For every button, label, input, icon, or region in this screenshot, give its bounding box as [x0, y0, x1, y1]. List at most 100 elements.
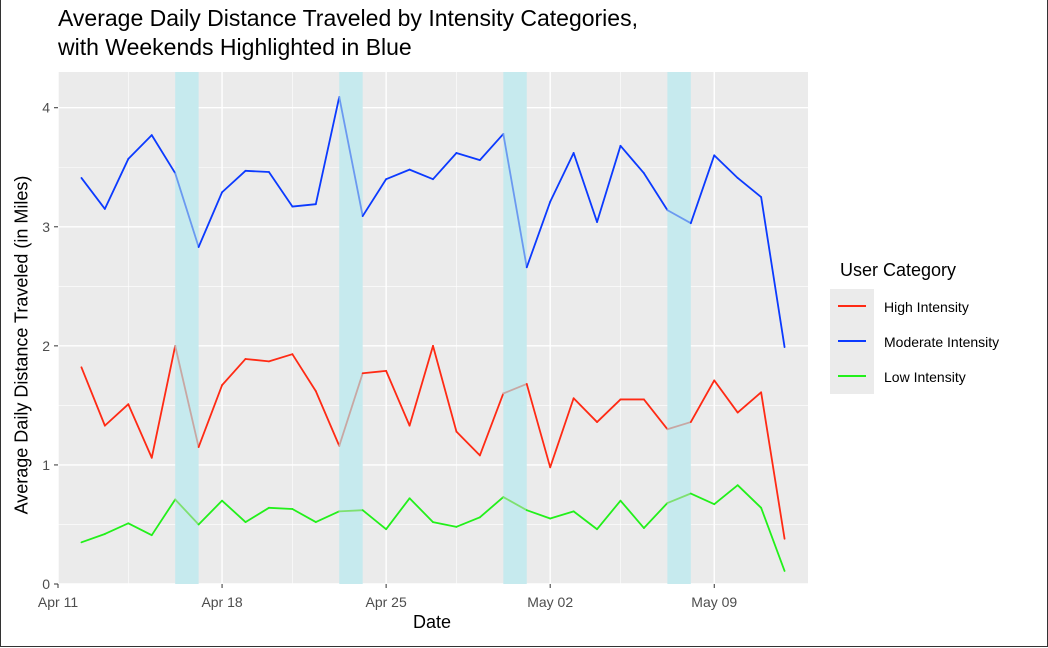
x-tick-label: Apr 25 [366, 594, 407, 610]
line-segment-low-intensity [221, 499, 247, 523]
line-segment-moderate-intensity [643, 172, 669, 212]
line-segment-moderate-intensity [314, 96, 341, 206]
line-segment-low-intensity [432, 521, 458, 528]
legend-title: User Category [840, 260, 957, 280]
line-segment-low-intensity [502, 496, 528, 512]
line-segment-moderate-intensity [197, 191, 223, 248]
line-segment-high-intensity [408, 344, 434, 427]
line-segment-high-intensity [80, 366, 106, 427]
line-segment-moderate-intensity [713, 154, 739, 179]
line-segment-low-intensity [197, 499, 223, 526]
line-segment-high-intensity [127, 403, 153, 459]
line-segment-moderate-intensity [174, 172, 200, 248]
y-tick-label: 2 [42, 338, 50, 354]
line-segment-high-intensity [713, 379, 739, 414]
weekend-bands [175, 72, 691, 584]
line-segment-high-intensity [174, 344, 200, 448]
line-segment-high-intensity [760, 391, 786, 540]
line-segment-moderate-intensity [549, 152, 575, 203]
line-segment-moderate-intensity [478, 133, 505, 162]
x-tick-label: May 02 [527, 594, 573, 610]
line-segment-high-intensity [666, 421, 692, 431]
line-segment-low-intensity [314, 510, 341, 523]
line-segment-low-intensity [455, 516, 481, 528]
line-segment-high-intensity [689, 379, 716, 423]
y-axis-label: Average Daily Distance Traveled (in Mile… [11, 175, 32, 515]
line-segment-moderate-intensity [385, 168, 411, 181]
line-segment-low-intensity [713, 484, 739, 506]
line-segment-low-intensity [291, 508, 317, 523]
line-segment-low-intensity [408, 497, 434, 523]
line-segment-moderate-intensity [455, 152, 481, 162]
line-segment-moderate-intensity [596, 144, 622, 223]
line-segment-moderate-intensity [361, 178, 388, 217]
line-segment-high-intensity [572, 397, 598, 423]
line-segment-high-intensity [643, 398, 669, 431]
line-segment-high-intensity [197, 384, 223, 448]
series-lines [80, 96, 786, 572]
line-segment-low-intensity [525, 509, 552, 520]
line-segment-moderate-intensity [760, 196, 786, 348]
line-segment-high-intensity [268, 353, 294, 363]
legend-swatch-moderate-intensity [838, 340, 866, 342]
axes: 0 1 2 3 4 Apr 11 Apr 18 Apr 25 May 02 May 09 [38, 100, 738, 610]
line-segment-high-intensity [432, 344, 458, 433]
line-segment-low-intensity [596, 499, 622, 531]
line-segment-high-intensity [291, 353, 317, 393]
legend-key-low-intensity [830, 359, 874, 394]
line-segment-moderate-intensity [244, 169, 270, 173]
series-moderate-intensity [80, 96, 786, 348]
line-segment-low-intensity [127, 522, 153, 537]
line-segment-high-intensity [338, 372, 364, 447]
line-segment-moderate-intensity [408, 168, 434, 181]
legend-label-high-intensity: High Intensity [884, 298, 969, 315]
x-tick-label: Apr 11 [38, 594, 78, 610]
line-segment-high-intensity [478, 392, 505, 457]
line-segment-low-intensity [385, 497, 411, 531]
line-segment-low-intensity [80, 533, 106, 544]
line-segment-moderate-intensity [80, 177, 106, 210]
legend-swatch-high-intensity [838, 305, 866, 307]
line-segment-low-intensity [760, 506, 786, 572]
legend-item-high-intensity: High Intensity [830, 289, 1040, 324]
legend-key-high-intensity [830, 289, 874, 324]
weekend-band [667, 72, 691, 584]
line-segment-moderate-intensity [525, 200, 552, 269]
line-segment-high-intensity [549, 397, 575, 469]
chart-title-line-2: with Weekends Highlighted in Blue [58, 34, 412, 60]
legend-label-low-intensity: Low Intensity [884, 368, 966, 385]
chart-title-line-1: Average Daily Distance Traveled by Inten… [58, 5, 638, 31]
line-segment-low-intensity [361, 509, 388, 531]
line-segment-moderate-intensity [291, 203, 317, 208]
weekend-band [175, 72, 199, 584]
legend-key-moderate-intensity [830, 324, 874, 359]
line-segment-moderate-intensity [127, 134, 153, 160]
legend-item-moderate-intensity: Moderate Intensity [830, 324, 1040, 359]
line-segment-high-intensity [502, 383, 528, 395]
series-high-intensity [80, 344, 786, 540]
legend: User Category High Intensity Moderate In… [830, 256, 1040, 394]
series-low-intensity [80, 484, 786, 572]
line-segment-high-intensity [361, 369, 388, 375]
line-segment-moderate-intensity [736, 177, 763, 198]
line-segment-high-intensity [736, 391, 763, 414]
line-segment-moderate-intensity [666, 209, 692, 225]
line-segment-moderate-intensity [221, 169, 247, 194]
line-segment-low-intensity [666, 492, 692, 504]
legend-label-moderate-intensity: Moderate Intensity [884, 333, 1000, 350]
line-segment-moderate-intensity [432, 152, 458, 181]
legend-item-low-intensity: Low Intensity [830, 359, 1040, 394]
legend-swatch-low-intensity [838, 375, 866, 377]
line-segment-moderate-intensity [689, 154, 716, 225]
line-segment-low-intensity [619, 499, 645, 529]
line-segment-moderate-intensity [268, 171, 294, 208]
line-segment-moderate-intensity [338, 96, 364, 217]
y-tick-label: 3 [42, 219, 50, 235]
line-segment-moderate-intensity [619, 144, 645, 175]
line-segment-low-intensity [174, 498, 200, 526]
x-tick-label: May 09 [691, 594, 737, 610]
y-tick-label: 1 [42, 457, 50, 473]
x-axis-label: Date [412, 612, 452, 632]
y-tick-label: 4 [42, 100, 50, 116]
